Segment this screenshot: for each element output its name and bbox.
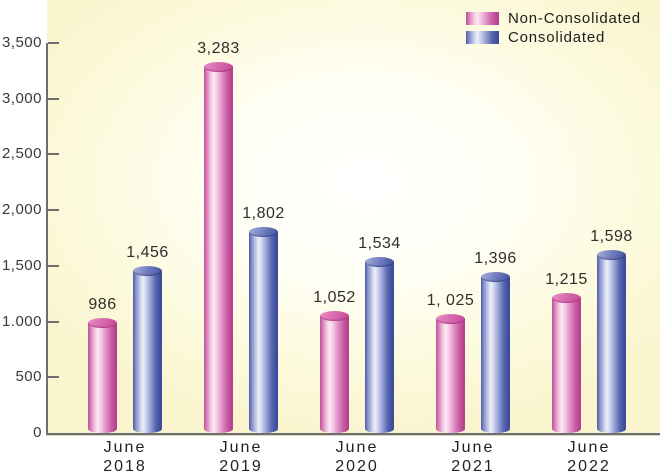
y-tick-3000 xyxy=(48,97,59,100)
value-label-consolidated-0: 1,456 xyxy=(126,243,169,261)
legend-item-non-consolidated: Non-Consolidated xyxy=(466,10,641,27)
bar-non-consolidated-4 xyxy=(552,297,581,429)
bar-consolidated-1 xyxy=(249,232,278,429)
y-tick-label-2500: 2,500 xyxy=(1,145,42,163)
bar-top-cap-non-consolidated-2 xyxy=(320,310,349,321)
legend: Non-Consolidated Consolidated xyxy=(466,10,641,48)
bar-non-consolidated-3 xyxy=(436,318,465,429)
value-label-non-consolidated-4: 1,215 xyxy=(545,270,588,288)
y-tick-label-0: 0 xyxy=(33,424,42,441)
x-label-2022: June 2022 xyxy=(567,439,611,475)
legend-swatch-consolidated xyxy=(466,31,499,44)
bar-top-cap-consolidated-4 xyxy=(597,249,626,260)
y-tick-3500 xyxy=(48,42,59,44)
bar-top-cap-consolidated-1 xyxy=(249,227,278,238)
value-label-consolidated-2: 1,534 xyxy=(358,235,401,253)
bar-top-cap-consolidated-3 xyxy=(481,272,510,283)
y-tick-label-1000: 1.000 xyxy=(1,312,42,330)
bar-non-consolidated-1 xyxy=(204,67,233,429)
y-tick-2000 xyxy=(48,209,59,212)
value-label-consolidated-1: 1,802 xyxy=(242,205,285,223)
bar-top-cap-non-consolidated-1 xyxy=(204,62,233,73)
y-tick-1500 xyxy=(48,264,59,267)
y-tick-label-3500: 3,500 xyxy=(1,34,42,51)
bar-bottom-cap-consolidated-3 xyxy=(481,425,510,433)
bar-non-consolidated-0 xyxy=(88,323,117,429)
bar-bottom-cap-non-consolidated-1 xyxy=(204,425,233,433)
bar-bottom-cap-non-consolidated-3 xyxy=(436,425,465,433)
bar-top-cap-consolidated-2 xyxy=(365,257,394,268)
bar-bottom-cap-consolidated-4 xyxy=(597,425,626,433)
x-label-2018: June 2018 xyxy=(103,439,147,475)
bar-consolidated-2 xyxy=(365,262,394,429)
bar-non-consolidated-2 xyxy=(320,315,349,429)
value-label-non-consolidated-1: 3,283 xyxy=(197,40,240,58)
y-tick-label-3000: 3,000 xyxy=(1,89,42,107)
value-label-consolidated-3: 1,396 xyxy=(474,250,517,268)
y-axis-line xyxy=(46,43,48,435)
value-label-non-consolidated-3: 1, 025 xyxy=(426,291,475,309)
bar-consolidated-0 xyxy=(133,270,162,429)
y-tick-1000 xyxy=(48,320,59,323)
bar-top-cap-non-consolidated-0 xyxy=(88,318,117,329)
bar-consolidated-4 xyxy=(597,254,626,429)
y-tick-label-1500: 1,500 xyxy=(1,256,42,274)
x-label-2021: June 2021 xyxy=(451,439,495,475)
legend-label-consolidated: Consolidated xyxy=(508,29,606,46)
bar-consolidated-3 xyxy=(481,277,510,429)
y-tick-label-500: 500 xyxy=(15,368,42,386)
legend-swatch-non-consolidated xyxy=(466,12,499,25)
bar-bottom-cap-consolidated-2 xyxy=(365,425,394,433)
bar-bottom-cap-non-consolidated-2 xyxy=(320,425,349,433)
bar-top-cap-non-consolidated-3 xyxy=(436,313,465,324)
bar-bottom-cap-consolidated-0 xyxy=(133,425,162,433)
y-tick-2500 xyxy=(48,153,59,156)
x-axis-line xyxy=(46,433,660,436)
y-tick-label-2000: 2,000 xyxy=(1,201,42,219)
bar-top-cap-consolidated-0 xyxy=(133,265,162,276)
bar-bottom-cap-non-consolidated-0 xyxy=(88,425,117,433)
bar-top-cap-non-consolidated-4 xyxy=(552,292,581,303)
legend-item-consolidated: Consolidated xyxy=(466,29,641,46)
legend-label-non-consolidated: Non-Consolidated xyxy=(508,10,641,27)
bar-bottom-cap-non-consolidated-4 xyxy=(552,425,581,433)
value-label-non-consolidated-2: 1,052 xyxy=(313,288,356,306)
x-label-2019: June 2019 xyxy=(219,439,263,475)
y-tick-500 xyxy=(48,376,59,379)
value-label-non-consolidated-0: 986 xyxy=(88,296,117,314)
bar-bottom-cap-consolidated-1 xyxy=(249,425,278,433)
x-label-2020: June 2020 xyxy=(335,439,379,475)
value-label-consolidated-4: 1,598 xyxy=(590,227,633,245)
